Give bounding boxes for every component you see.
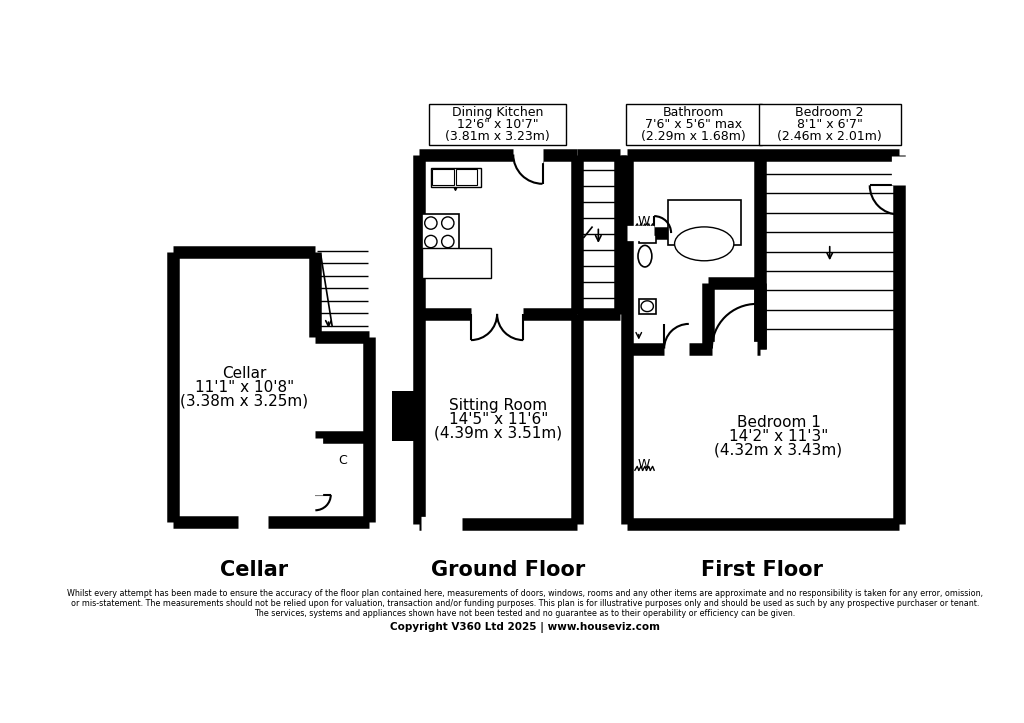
- Text: Cellar: Cellar: [220, 560, 288, 581]
- Bar: [431, 168, 481, 187]
- Bar: [422, 214, 459, 251]
- Text: Whilst every attempt has been made to ensure the accuracy of the floor plan cont: Whilst every attempt has been made to en…: [67, 589, 983, 598]
- Text: W: W: [638, 458, 650, 471]
- Text: 12'6" x 10'7": 12'6" x 10'7": [457, 118, 539, 131]
- Text: The services, systems and appliances shown have not been tested and no guarantee: The services, systems and appliances sho…: [254, 609, 796, 618]
- Text: C: C: [338, 454, 347, 467]
- Text: Dining Kitchen: Dining Kitchen: [453, 106, 544, 119]
- Bar: [626, 103, 762, 145]
- Text: or mis-statement. The measurements should not be relied upon for valuation, tran: or mis-statement. The measurements shoul…: [71, 599, 979, 608]
- Text: Copyright V360 Ltd 2025 | www.houseviz.com: Copyright V360 Ltd 2025 | www.houseviz.c…: [390, 622, 659, 633]
- Text: (4.32m x 3.43m): (4.32m x 3.43m): [715, 442, 843, 458]
- Text: 11'1" x 10'8": 11'1" x 10'8": [195, 380, 294, 395]
- Text: (4.39m x 3.51m): (4.39m x 3.51m): [434, 425, 562, 440]
- Text: (2.46m x 2.01m): (2.46m x 2.01m): [777, 129, 882, 142]
- Text: Ground Floor: Ground Floor: [431, 560, 585, 581]
- Circle shape: [425, 236, 437, 248]
- Bar: [456, 169, 477, 185]
- Text: Bedroom 2: Bedroom 2: [796, 106, 864, 119]
- Bar: [422, 249, 490, 278]
- Bar: [392, 391, 419, 441]
- Circle shape: [425, 217, 437, 229]
- Bar: [239, 520, 267, 524]
- Text: 14'2" x 11'3": 14'2" x 11'3": [729, 429, 828, 444]
- Bar: [429, 103, 566, 145]
- Text: 8'1" x 6'7": 8'1" x 6'7": [797, 118, 862, 131]
- Text: Cellar: Cellar: [222, 366, 266, 381]
- Text: 14'5" x 11'6": 14'5" x 11'6": [449, 411, 548, 427]
- Bar: [639, 236, 655, 243]
- Text: 7'6" x 5'6" max: 7'6" x 5'6" max: [645, 118, 742, 131]
- Ellipse shape: [638, 245, 652, 267]
- Ellipse shape: [675, 227, 734, 261]
- Text: (3.38m x 3.25m): (3.38m x 3.25m): [180, 393, 308, 408]
- Text: Bathroom: Bathroom: [664, 106, 725, 119]
- Bar: [668, 200, 741, 244]
- Text: First Floor: First Floor: [701, 560, 823, 581]
- Text: W: W: [638, 215, 650, 228]
- Bar: [759, 103, 900, 145]
- Bar: [432, 169, 454, 185]
- Text: Bedroom 1: Bedroom 1: [736, 415, 820, 430]
- Circle shape: [441, 217, 454, 229]
- Text: Sitting Room: Sitting Room: [450, 398, 547, 413]
- Circle shape: [441, 236, 454, 248]
- Text: (2.29m x 1.68m): (2.29m x 1.68m): [641, 129, 746, 142]
- Text: (3.81m x 3.23m): (3.81m x 3.23m): [445, 129, 550, 142]
- Bar: [639, 299, 655, 314]
- Text: Landing: Landing: [805, 125, 855, 138]
